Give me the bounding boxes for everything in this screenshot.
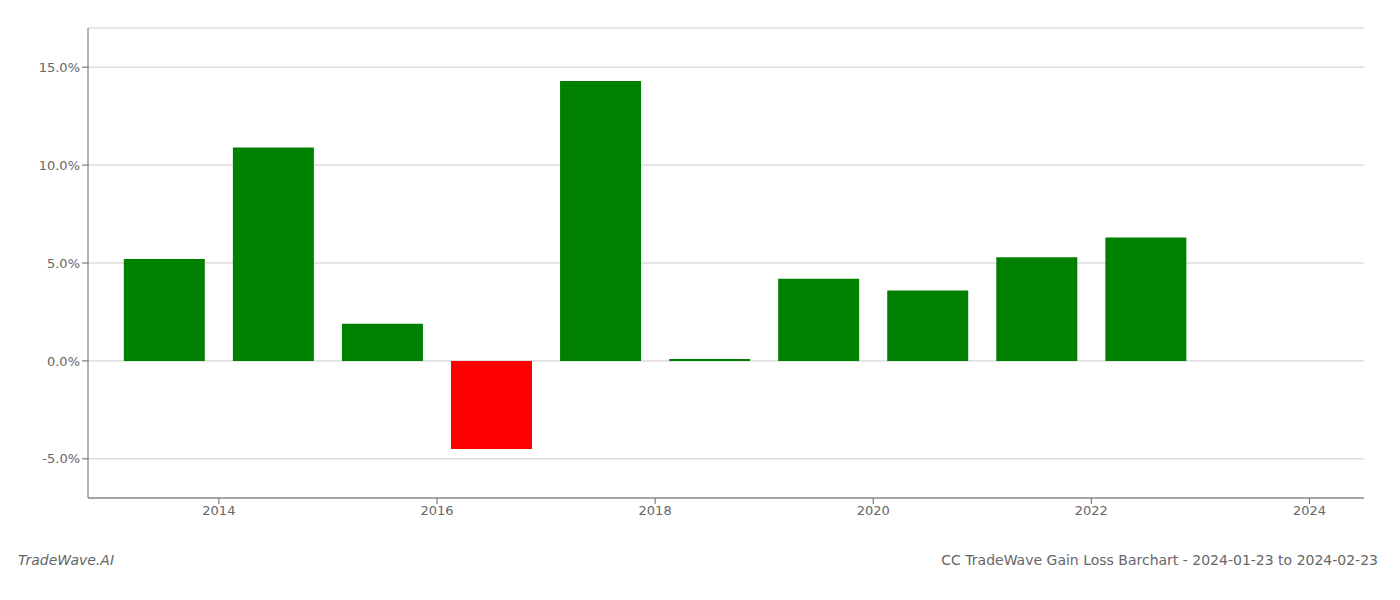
html-text:TradeWave.AI: TradeWave.AI [18,552,114,568]
svg-text:10.0%: 10.0% [39,158,80,173]
svg-text:5.0%: 5.0% [47,256,80,271]
svg-text:2016: 2016 [420,503,453,518]
svg-text:2014: 2014 [202,503,235,518]
svg-text:2024: 2024 [1293,503,1326,518]
svg-text:2022: 2022 [1075,503,1108,518]
svg-text:2018: 2018 [639,503,672,518]
html-text:CC TradeWave Gain Loss Barchar: CC TradeWave Gain Loss Barchart - 2024-0… [941,552,1378,568]
svg-text:2020: 2020 [857,503,890,518]
svg-text:-5.0%: -5.0% [42,451,80,466]
svg-text:0.0%: 0.0% [47,354,80,369]
svg-text:15.0%: 15.0% [39,60,80,75]
